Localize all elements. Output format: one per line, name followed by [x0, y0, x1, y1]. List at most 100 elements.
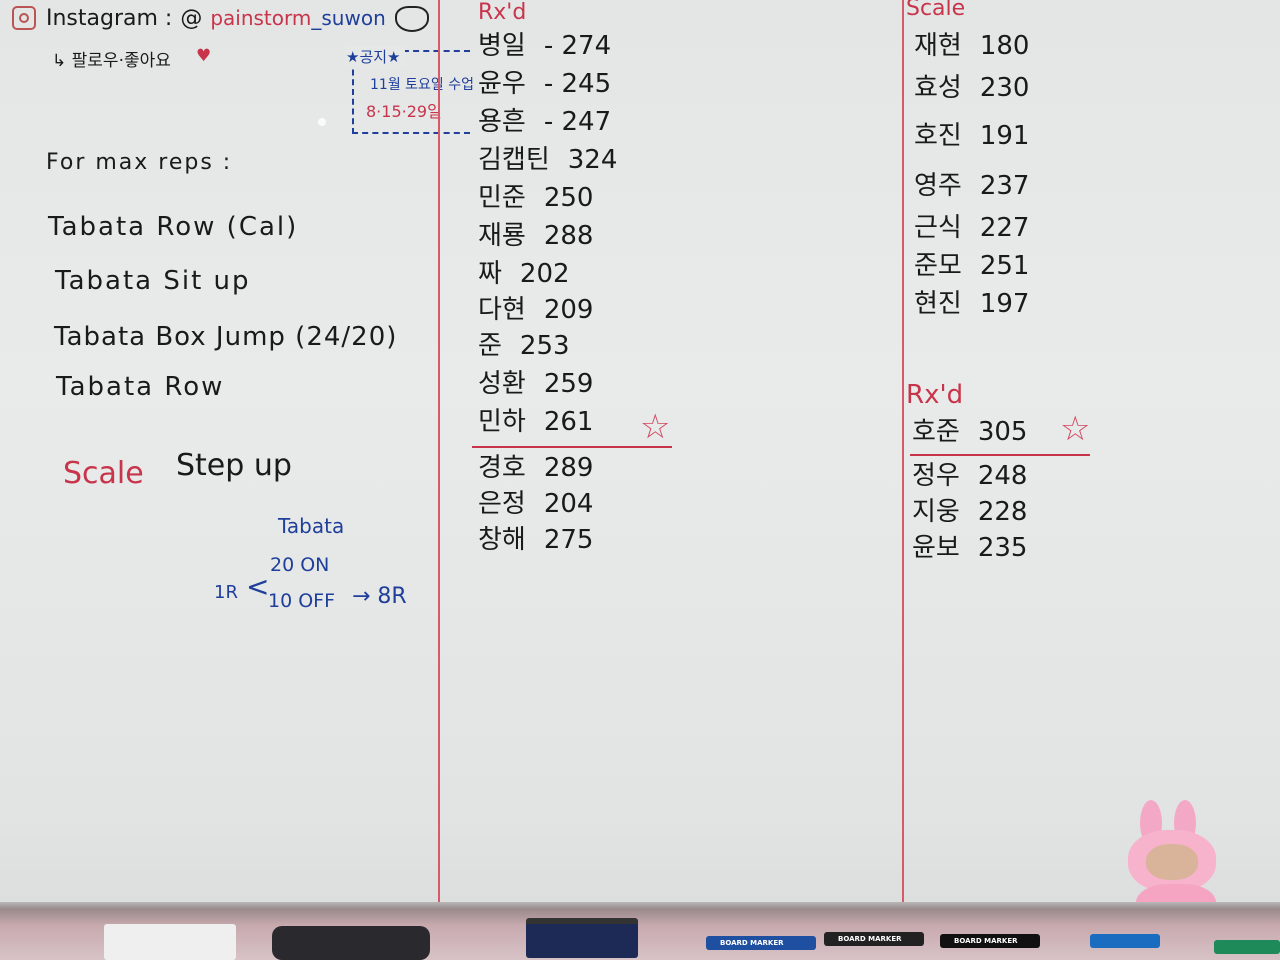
- score-entry: 짜 202: [478, 260, 570, 289]
- score-entry: 호진 191: [914, 122, 1029, 151]
- workout-item-2: Tabata Sit up: [55, 266, 251, 296]
- score-entry: 효성 230: [914, 74, 1029, 103]
- athlete-score: 191: [979, 121, 1030, 151]
- rxd-title: Rx'd: [478, 0, 527, 25]
- eraser: [526, 918, 638, 958]
- notice-line1: 11월 토요일 수업: [370, 77, 474, 93]
- athlete-name: 병일: [478, 31, 526, 61]
- instagram-header: Instagram : @ painstorm _suwon: [46, 6, 386, 31]
- athlete-score: 209: [543, 295, 594, 325]
- instagram-icon: [12, 6, 36, 30]
- scale-title: Scale: [906, 0, 966, 21]
- athlete-name: 경호: [478, 453, 526, 483]
- star-icon: ☆: [640, 407, 671, 447]
- score-entry: 재현 180: [914, 32, 1029, 61]
- athlete-score: 228: [977, 497, 1028, 527]
- score-entry: 준 253: [478, 332, 570, 361]
- score-entry: 윤우 - 245: [478, 70, 611, 99]
- heart-icon: ♥: [196, 46, 212, 66]
- athlete-name: 현진: [914, 289, 962, 319]
- marker-blue[interactable]: BOARD MARKER: [706, 936, 816, 950]
- athlete-score: 197: [979, 289, 1030, 319]
- athlete-score: 180: [979, 31, 1030, 61]
- athlete-name: 창해: [478, 525, 526, 555]
- divider-line-1: [438, 0, 440, 905]
- workout-item-3: Tabata Box Jump (24/20): [54, 322, 398, 352]
- glare: [318, 118, 326, 126]
- athlete-score: 204: [543, 489, 594, 519]
- athlete-name: 민준: [478, 183, 526, 213]
- athlete-name: 짜: [478, 259, 502, 289]
- marker-black[interactable]: BOARD MARKER: [824, 932, 924, 946]
- athlete-score: 261: [543, 407, 594, 437]
- athlete-score: 250: [543, 183, 594, 213]
- athlete-score: 235: [977, 533, 1028, 563]
- tabata-on: 20 ON: [270, 554, 330, 576]
- notice-line2: 8·15·29일: [366, 102, 442, 121]
- score-entry: 지웅 228: [912, 498, 1027, 527]
- athlete-score: 230: [979, 73, 1030, 103]
- athlete-score: 288: [543, 221, 594, 251]
- remote-control-white: [104, 924, 236, 960]
- remote-control-black: [272, 926, 430, 960]
- score-entry: 현진 197: [914, 290, 1029, 319]
- score-entry: 호준 305: [912, 418, 1027, 447]
- score-entry: 재룡 288: [478, 222, 593, 251]
- score-entry: 병일 - 274: [478, 32, 611, 61]
- athlete-name: 호진: [914, 121, 962, 151]
- instagram-handle[interactable]: painstorm _suwon: [210, 6, 385, 30]
- score-entry: 민준 250: [478, 184, 593, 213]
- score-entry: 은정 204: [478, 490, 593, 519]
- athlete-name: 윤보: [912, 533, 960, 563]
- athlete-score: 202: [519, 259, 570, 289]
- athlete-name: 재현: [914, 31, 962, 61]
- rxd-underline: [472, 446, 672, 448]
- athlete-score: 289: [543, 453, 594, 483]
- score-entry: 근식 227: [914, 214, 1029, 243]
- athlete-score: 253: [519, 331, 570, 361]
- follow-note: ↳ 팔로우·좋아요: [52, 51, 171, 71]
- athlete-name: 김캡틴: [478, 145, 550, 175]
- scale-value: Step up: [176, 448, 292, 483]
- athlete-name: 다현: [478, 295, 526, 325]
- score-entry: 정우 248: [912, 462, 1027, 491]
- marker-green[interactable]: [1214, 940, 1280, 954]
- athlete-name: 정우: [912, 461, 960, 491]
- instagram-label: Instagram :: [46, 6, 173, 31]
- score-entry: 준모 251: [914, 252, 1029, 281]
- athlete-name: 영주: [914, 171, 962, 201]
- athlete-name: 효성: [914, 73, 962, 103]
- athlete-score: 275: [543, 525, 594, 555]
- divider-line-2: [902, 0, 904, 905]
- athlete-score: - 274: [543, 31, 612, 61]
- athlete-score: 248: [977, 461, 1028, 491]
- athlete-score: 259: [543, 369, 594, 399]
- athlete-name: 은정: [478, 489, 526, 519]
- marker-black-2[interactable]: BOARD MARKER: [940, 934, 1040, 948]
- athlete-name: 준: [478, 331, 502, 361]
- cartoon-face-drawing: [395, 6, 429, 32]
- athlete-name: 재룡: [478, 221, 526, 251]
- score-entry: 영주 237: [914, 172, 1029, 201]
- tabata-title: Tabata: [278, 514, 345, 538]
- star-icon: ☆: [1060, 409, 1091, 449]
- score-entry: 창해 275: [478, 526, 593, 555]
- marker-small[interactable]: [1090, 934, 1160, 948]
- score-entry: 성환 259: [478, 370, 593, 399]
- athlete-name: 용흔: [478, 107, 526, 137]
- notice-title: ★공지★: [346, 46, 405, 67]
- athlete-name: 윤우: [478, 69, 526, 99]
- athlete-name: 지웅: [912, 497, 960, 527]
- scale-rxd-underline: [910, 454, 1090, 456]
- score-entry: 경호 289: [478, 454, 593, 483]
- bracket-icon: <: [246, 570, 270, 603]
- score-entry: 김캡틴 324: [478, 146, 617, 175]
- handle-part1: painstorm: [210, 6, 312, 30]
- score-entry: 다현 209: [478, 296, 593, 325]
- round-label: 1R: [214, 582, 238, 603]
- score-entry: 용흔 - 247: [478, 108, 611, 137]
- scale-label: Scale: [63, 456, 144, 491]
- tabata-off: 10 OFF: [268, 590, 336, 612]
- athlete-name: 호준: [912, 417, 960, 447]
- score-entry: 윤보 235: [912, 534, 1027, 563]
